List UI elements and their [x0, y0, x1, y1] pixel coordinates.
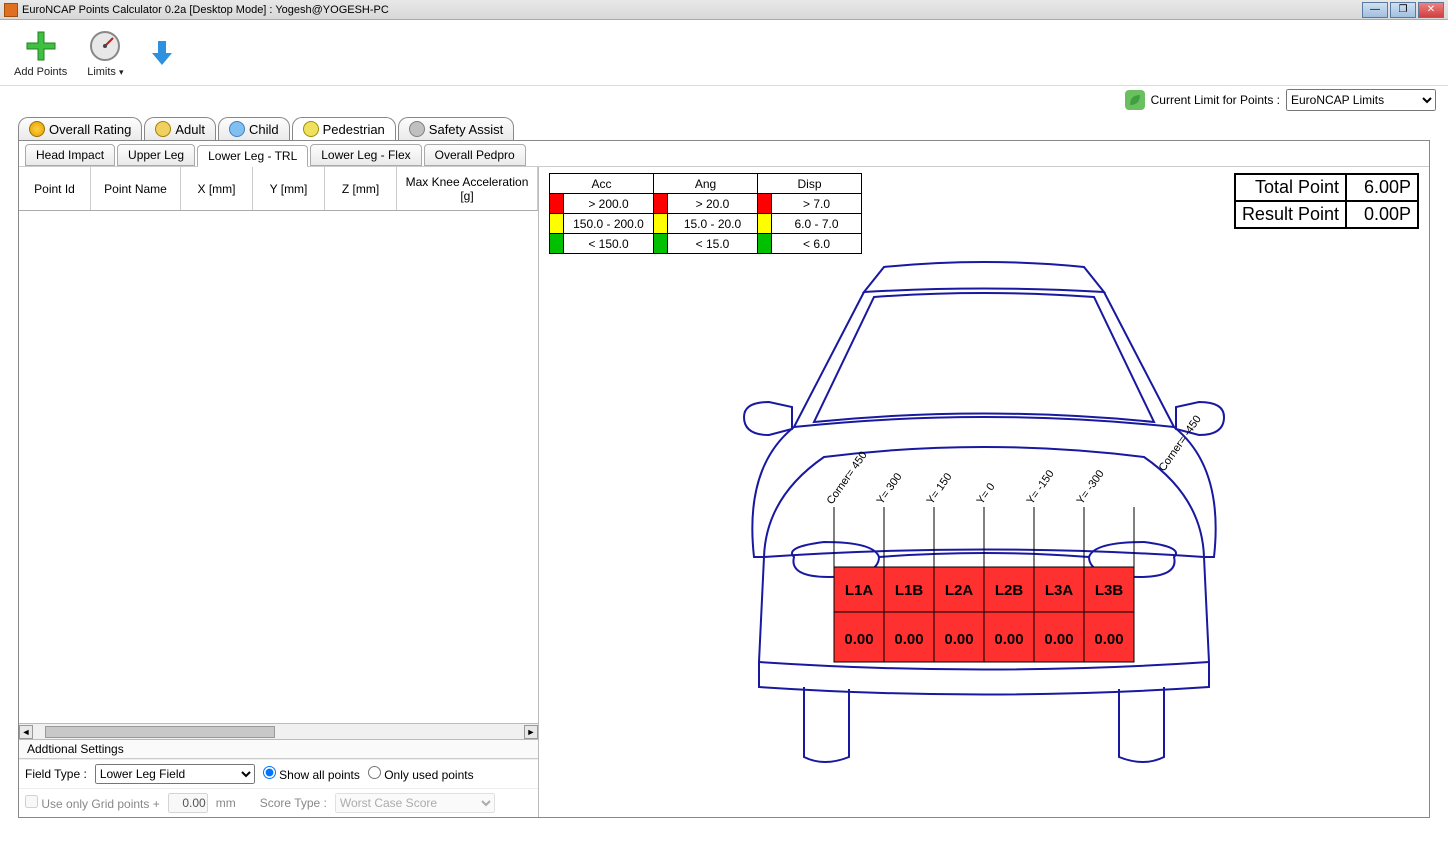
- col-max-knee[interactable]: Max Knee Acceleration [g]: [397, 167, 538, 210]
- legend-hdr-ang: Ang: [654, 174, 758, 194]
- tab-child[interactable]: Child: [218, 117, 290, 140]
- svg-text:0.00: 0.00: [894, 631, 923, 648]
- svg-text:Y= -300: Y= -300: [1075, 468, 1107, 507]
- horizontal-scrollbar[interactable]: ◄ ►: [19, 723, 538, 739]
- subtab-lower-leg-flex[interactable]: Lower Leg - Flex: [310, 144, 421, 166]
- main-tabs: Overall Rating Adult Child Pedestrian Sa…: [18, 114, 1430, 140]
- titlebar: EuroNCAP Points Calculator 0.2a [Desktop…: [0, 0, 1448, 20]
- legend-row: 150.0 - 200.0 15.0 - 20.0 6.0 - 7.0: [550, 214, 862, 234]
- tab-pedestrian[interactable]: Pedestrian: [292, 117, 396, 140]
- col-point-id[interactable]: Point Id: [19, 167, 91, 210]
- legend-row: < 150.0 < 15.0 < 6.0: [550, 234, 862, 254]
- close-button[interactable]: ✕: [1418, 2, 1444, 18]
- svg-text:0.00: 0.00: [1094, 631, 1123, 648]
- main-toolbar: Add Points Limits ▾: [0, 20, 1448, 86]
- show-all-radio-label[interactable]: Show all points: [263, 766, 360, 782]
- child-icon: [229, 121, 245, 137]
- add-points-button[interactable]: Add Points: [10, 26, 71, 80]
- workarea: Head Impact Upper Leg Lower Leg - TRL Lo…: [18, 140, 1430, 818]
- legend-hdr-acc: Acc: [550, 174, 654, 194]
- minimize-button[interactable]: —: [1362, 2, 1388, 18]
- left-pane: Point Id Point Name X [mm] Y [mm] Z [mm]…: [19, 167, 539, 817]
- car-svg: L1A 0.00 L1B 0.00 L2A 0.00 L2B 0.00 L3A 0.00 L3B 0.…: [674, 257, 1294, 777]
- result-point-value: 0.00P: [1346, 201, 1418, 228]
- use-grid-checkbox: [25, 795, 38, 808]
- safety-icon: [409, 121, 425, 137]
- total-point-label: Total Point: [1235, 174, 1346, 201]
- use-grid-label[interactable]: Use only Grid points +: [25, 795, 160, 811]
- gauge-icon: [87, 28, 123, 64]
- leaf-icon: [1125, 90, 1145, 110]
- settings-header: Addtional Settings: [19, 739, 538, 759]
- col-y[interactable]: Y [mm]: [253, 167, 325, 210]
- app-icon: [4, 3, 18, 17]
- tab-safety-assist[interactable]: Safety Assist: [398, 117, 514, 140]
- settings-row-2: Use only Grid points + mm Score Type : W…: [19, 788, 538, 817]
- result-point-label: Result Point: [1235, 201, 1346, 228]
- col-point-name[interactable]: Point Name: [91, 167, 181, 210]
- only-used-radio-label[interactable]: Only used points: [368, 766, 474, 782]
- legend-row: > 200.0 > 20.0 > 7.0: [550, 194, 862, 214]
- tab-adult[interactable]: Adult: [144, 117, 216, 140]
- col-x[interactable]: X [mm]: [181, 167, 253, 210]
- maximize-button[interactable]: ❐: [1390, 2, 1416, 18]
- grid-value-input: [168, 793, 208, 813]
- limits-label: Limits ▾: [87, 66, 123, 78]
- svg-text:L3B: L3B: [1095, 582, 1124, 599]
- svg-text:0.00: 0.00: [944, 631, 973, 648]
- car-diagram: L1A 0.00 L1B 0.00 L2A 0.00 L2B 0.00 L3A 0.00 L3B 0.…: [539, 257, 1429, 817]
- field-type-select[interactable]: Lower Leg Field: [95, 764, 255, 784]
- points-box: Total Point6.00P Result Point0.00P: [1234, 173, 1419, 229]
- svg-text:Y= 0: Y= 0: [975, 481, 998, 507]
- legend-hdr-disp: Disp: [758, 174, 862, 194]
- settings-row-1: Field Type : Lower Leg Field Show all po…: [19, 759, 538, 788]
- tab-overall-rating[interactable]: Overall Rating: [18, 117, 142, 140]
- download-button[interactable]: [140, 33, 184, 73]
- scroll-thumb[interactable]: [45, 726, 275, 738]
- grid-header: Point Id Point Name X [mm] Y [mm] Z [mm]…: [19, 167, 538, 211]
- scroll-left-icon[interactable]: ◄: [19, 725, 33, 739]
- arrow-down-icon: [144, 35, 180, 71]
- score-type-label: Score Type :: [260, 796, 327, 810]
- svg-text:Y= 300: Y= 300: [875, 471, 905, 507]
- subtab-head-impact[interactable]: Head Impact: [25, 144, 115, 166]
- svg-text:L1A: L1A: [845, 582, 874, 599]
- scroll-right-icon[interactable]: ►: [524, 725, 538, 739]
- svg-text:L3A: L3A: [1045, 582, 1074, 599]
- plus-icon: [23, 28, 59, 64]
- limit-select[interactable]: EuroNCAP Limits: [1286, 89, 1436, 111]
- svg-text:L2B: L2B: [995, 582, 1024, 599]
- add-points-label: Add Points: [14, 66, 67, 78]
- grid-body[interactable]: [19, 211, 538, 723]
- col-z[interactable]: Z [mm]: [325, 167, 397, 210]
- only-used-radio[interactable]: [368, 766, 381, 779]
- subtab-upper-leg[interactable]: Upper Leg: [117, 144, 195, 166]
- total-point-value: 6.00P: [1346, 174, 1418, 201]
- legend-table: Acc Ang Disp > 200.0 > 20.0 > 7.0 150.0 …: [549, 173, 862, 254]
- show-all-radio[interactable]: [263, 766, 276, 779]
- svg-text:0.00: 0.00: [1044, 631, 1073, 648]
- adult-icon: [155, 121, 171, 137]
- svg-text:Y= 150: Y= 150: [925, 471, 955, 507]
- svg-text:Corner= -450: Corner= -450: [1157, 413, 1204, 473]
- crash-icon: [29, 121, 45, 137]
- svg-text:Y= -150: Y= -150: [1025, 468, 1057, 507]
- field-type-label: Field Type :: [25, 767, 87, 781]
- sub-tabs: Head Impact Upper Leg Lower Leg - TRL Lo…: [19, 141, 1429, 167]
- window-title: EuroNCAP Points Calculator 0.2a [Desktop…: [22, 4, 1360, 16]
- limit-row: Current Limit for Points : EuroNCAP Limi…: [0, 86, 1448, 114]
- svg-text:Corner= 450: Corner= 450: [825, 449, 870, 506]
- limits-button[interactable]: Limits ▾: [83, 26, 127, 80]
- limit-label: Current Limit for Points :: [1151, 93, 1280, 107]
- grid-unit: mm: [216, 796, 236, 810]
- subtab-lower-leg-trl[interactable]: Lower Leg - TRL: [197, 145, 308, 167]
- pedestrian-icon: [303, 121, 319, 137]
- svg-text:0.00: 0.00: [844, 631, 873, 648]
- score-type-select: Worst Case Score: [335, 793, 495, 813]
- right-pane: Acc Ang Disp > 200.0 > 20.0 > 7.0 150.0 …: [539, 167, 1429, 817]
- svg-text:0.00: 0.00: [994, 631, 1023, 648]
- svg-text:L2A: L2A: [945, 582, 974, 599]
- subtab-overall-pedpro[interactable]: Overall Pedpro: [424, 144, 526, 166]
- svg-text:L1B: L1B: [895, 582, 924, 599]
